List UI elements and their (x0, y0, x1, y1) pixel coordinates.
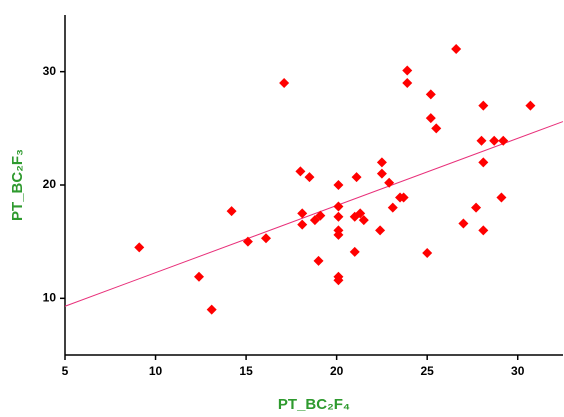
point (478, 100, 489, 111)
x-tick-label: 15 (239, 364, 253, 378)
point (376, 157, 387, 168)
point (375, 225, 386, 236)
x-tick-label: 20 (330, 364, 344, 378)
point (422, 248, 433, 258)
point (279, 78, 290, 88)
point (376, 168, 387, 179)
point (351, 172, 362, 183)
point (458, 218, 469, 229)
point (226, 206, 237, 217)
fit-line (64, 121, 564, 307)
y-tick-label: 10 (43, 291, 57, 305)
point (476, 135, 487, 146)
point (525, 100, 536, 111)
point (313, 255, 324, 266)
x-tick-label: 5 (62, 364, 69, 378)
point (451, 44, 462, 54)
point (402, 78, 413, 88)
point (333, 180, 344, 190)
point (489, 135, 500, 146)
point (384, 177, 395, 188)
point (194, 271, 205, 282)
point (134, 242, 145, 253)
point (387, 202, 398, 213)
point (471, 202, 482, 213)
point (297, 208, 308, 219)
point (478, 225, 489, 236)
point (295, 166, 306, 177)
point (355, 208, 366, 219)
point (333, 211, 344, 222)
point (304, 172, 315, 183)
point (402, 65, 413, 76)
x-tick-label: 30 (511, 364, 525, 378)
x-axis-label: PT_BC₂F₄ (278, 396, 350, 413)
point (349, 246, 360, 257)
point (425, 113, 436, 124)
y-tick-label: 20 (43, 177, 57, 191)
point (498, 135, 509, 146)
point (478, 157, 489, 168)
point (242, 236, 253, 247)
x-tick-label: 25 (421, 364, 435, 378)
point (315, 210, 326, 221)
point (333, 229, 344, 240)
point (358, 215, 369, 226)
x-tick-label: 10 (149, 364, 163, 378)
point (261, 233, 272, 244)
y-tick-label: 30 (43, 64, 57, 78)
point (333, 275, 344, 286)
point (206, 304, 217, 315)
y-axis-label: PT_BC₂F₃ (9, 149, 26, 221)
point (431, 123, 442, 134)
point (398, 192, 409, 203)
point (496, 192, 507, 203)
point (297, 219, 308, 230)
point (333, 201, 344, 212)
point (425, 89, 436, 100)
